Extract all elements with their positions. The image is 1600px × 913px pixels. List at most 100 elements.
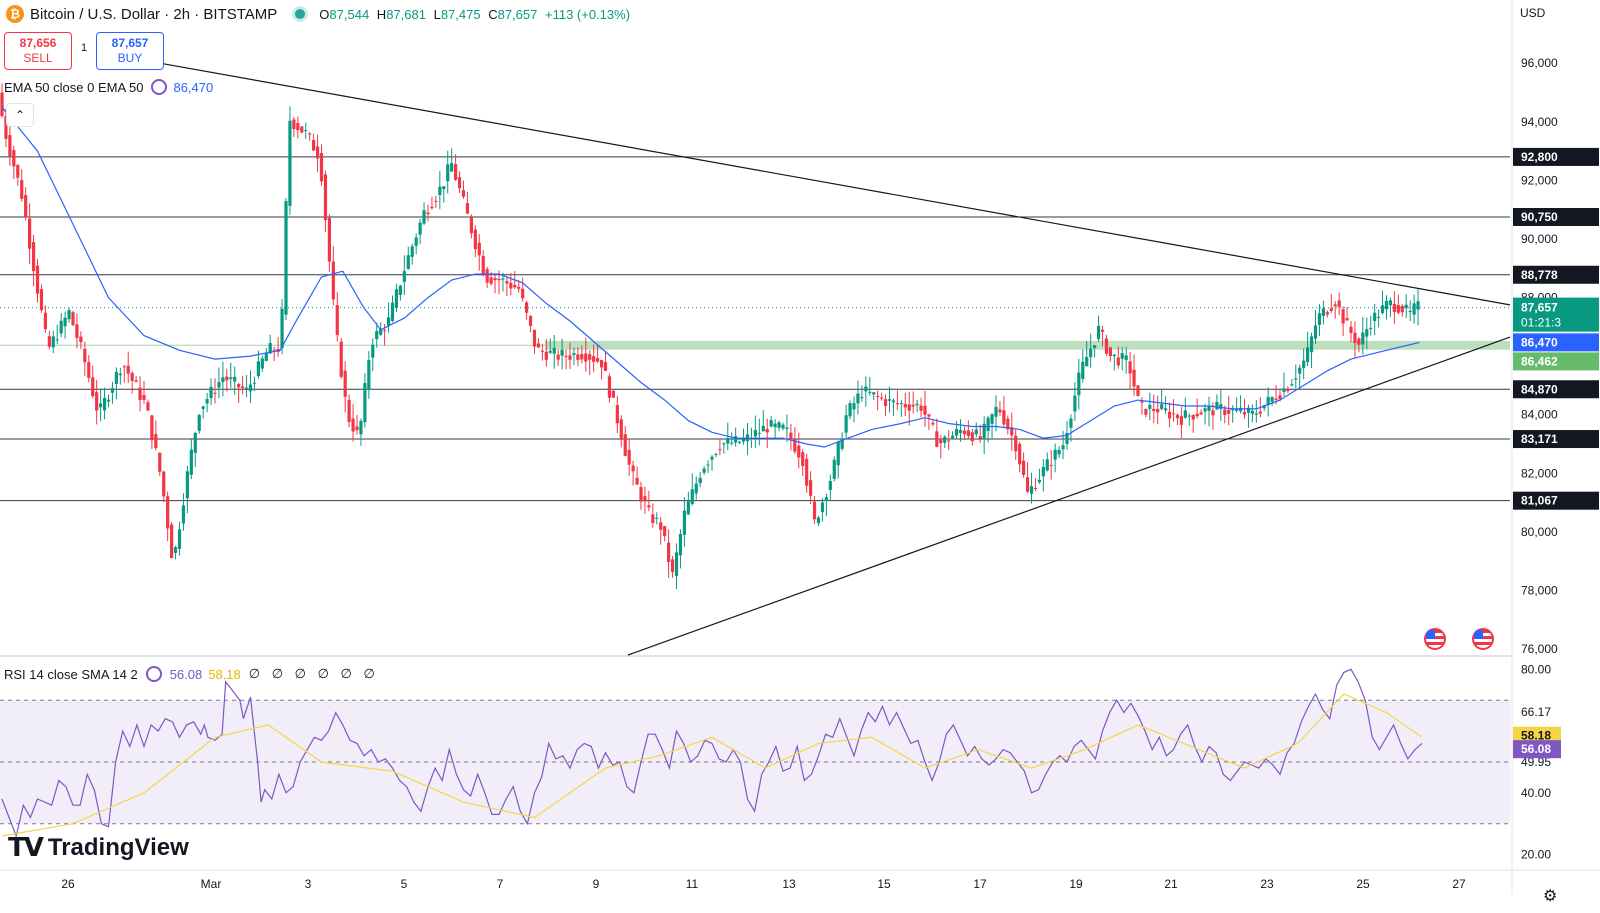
candle-body xyxy=(39,289,44,311)
candle-body xyxy=(8,135,12,157)
rsi-axis-tick: 40.00 xyxy=(1521,786,1551,800)
candle-body xyxy=(264,352,268,361)
candle-body xyxy=(51,336,55,348)
candle-body xyxy=(667,542,671,563)
candle-body xyxy=(244,387,249,389)
sell-button[interactable]: 87,656 SELL xyxy=(4,32,72,70)
candle-body xyxy=(951,435,955,438)
candle-body xyxy=(1388,300,1393,306)
candle-body xyxy=(592,356,596,362)
candle-body xyxy=(185,471,189,499)
candle-body xyxy=(426,212,430,215)
candle-body xyxy=(1373,312,1377,321)
chart-header: ₿ Bitcoin / U.S. Dollar · 2h · BITSTAMP … xyxy=(0,0,634,28)
refresh-icon[interactable] xyxy=(145,666,162,682)
candle-body xyxy=(517,286,521,289)
time-axis-tick: 13 xyxy=(782,877,796,891)
us-flag-icon[interactable] xyxy=(1424,628,1446,650)
candle-body xyxy=(1211,410,1215,416)
chevron-up-icon[interactable]: ⌃ xyxy=(6,103,34,127)
candle-body xyxy=(375,331,379,340)
candle-body xyxy=(805,458,809,486)
candle-body xyxy=(935,431,939,447)
tradingview-logo[interactable]: 𝗧𝗩 TradingView xyxy=(8,832,189,863)
candle-body xyxy=(1246,407,1251,413)
candle-body xyxy=(497,278,501,281)
candle-body xyxy=(643,496,647,502)
candle-body xyxy=(355,426,359,431)
price-axis-tick: 82,000 xyxy=(1521,466,1558,480)
candle-body xyxy=(24,195,28,218)
quantity-value[interactable]: 1 xyxy=(80,42,88,54)
rsi-axis-tick: 66.17 xyxy=(1521,705,1551,719)
candle-body xyxy=(166,496,170,529)
candle-body xyxy=(828,480,832,490)
candle-body xyxy=(146,402,150,411)
candle-body xyxy=(241,386,245,389)
rsi-value-tag xyxy=(1513,740,1561,759)
candle-body xyxy=(1104,338,1109,354)
candle-body xyxy=(1191,415,1195,420)
candle-body xyxy=(170,524,174,559)
candle-body xyxy=(528,316,533,327)
candle-body xyxy=(284,201,288,315)
level-price-tag xyxy=(1513,491,1599,510)
candle-body xyxy=(576,354,580,360)
candle-body xyxy=(765,428,769,433)
candle-body xyxy=(450,163,454,172)
candle-body xyxy=(457,177,462,189)
candle-body xyxy=(544,351,548,360)
refresh-icon[interactable] xyxy=(151,79,168,95)
candle-body xyxy=(335,305,339,335)
rsi-value-tag-label: 58.18 xyxy=(1521,729,1551,743)
candle-body xyxy=(1006,418,1010,430)
candle-body xyxy=(359,420,363,435)
candle-body xyxy=(1353,332,1357,344)
candle-body xyxy=(489,277,493,284)
candle-body xyxy=(67,309,71,320)
candle-body xyxy=(493,278,497,281)
rsi-legend[interactable]: RSI 14 close SMA 14 2 56.08 58.18 ∅ ∅ ∅ … xyxy=(4,666,379,682)
candle-body xyxy=(603,362,608,371)
candle-body xyxy=(1377,316,1381,318)
time-axis-tick: 26 xyxy=(61,877,75,891)
candle-body xyxy=(1045,459,1049,471)
candle-body xyxy=(95,392,99,411)
candle-body xyxy=(1238,407,1243,412)
candle-body xyxy=(193,432,197,453)
candle-body xyxy=(1179,416,1183,425)
candle-body xyxy=(793,439,797,452)
ema-legend[interactable]: EMA 50 close 0 EMA 50 86,470 xyxy=(4,79,213,95)
candle-body xyxy=(16,165,20,178)
ema50-line xyxy=(1,106,1420,448)
currency-label[interactable]: USD xyxy=(1520,6,1546,20)
candle-body xyxy=(560,349,564,356)
candle-body xyxy=(406,255,410,269)
candle-body xyxy=(1195,413,1199,417)
candle-body xyxy=(509,282,513,289)
candle-body xyxy=(907,404,911,411)
candle-body xyxy=(315,146,320,159)
candle-body xyxy=(923,405,927,415)
candle-body xyxy=(943,436,947,443)
symbol-title[interactable]: Bitcoin / U.S. Dollar · 2h · BITSTAMP xyxy=(30,5,278,23)
candle-body xyxy=(114,371,118,384)
candle-body xyxy=(102,397,107,411)
us-flag-icon[interactable] xyxy=(1472,628,1494,650)
candle-body xyxy=(856,393,860,404)
candle-body xyxy=(308,133,312,135)
tradingview-icon: 𝗧𝗩 xyxy=(8,832,44,862)
price-axis-tick: 78,000 xyxy=(1521,584,1558,598)
gear-icon[interactable]: ⚙ xyxy=(1543,888,1558,905)
price-change: +113 (+0.13%) xyxy=(544,6,631,22)
indicator-price-tag-label: 86,462 xyxy=(1521,354,1558,368)
rsi-axis-tick: 80.00 xyxy=(1521,662,1551,676)
candle-body xyxy=(730,442,734,444)
candle-body xyxy=(454,164,458,180)
candle-body xyxy=(1164,408,1168,411)
candle-body xyxy=(1207,405,1211,411)
candle-body xyxy=(233,376,237,382)
candle-body xyxy=(99,403,103,408)
buy-button[interactable]: 87,657 BUY xyxy=(96,32,164,70)
